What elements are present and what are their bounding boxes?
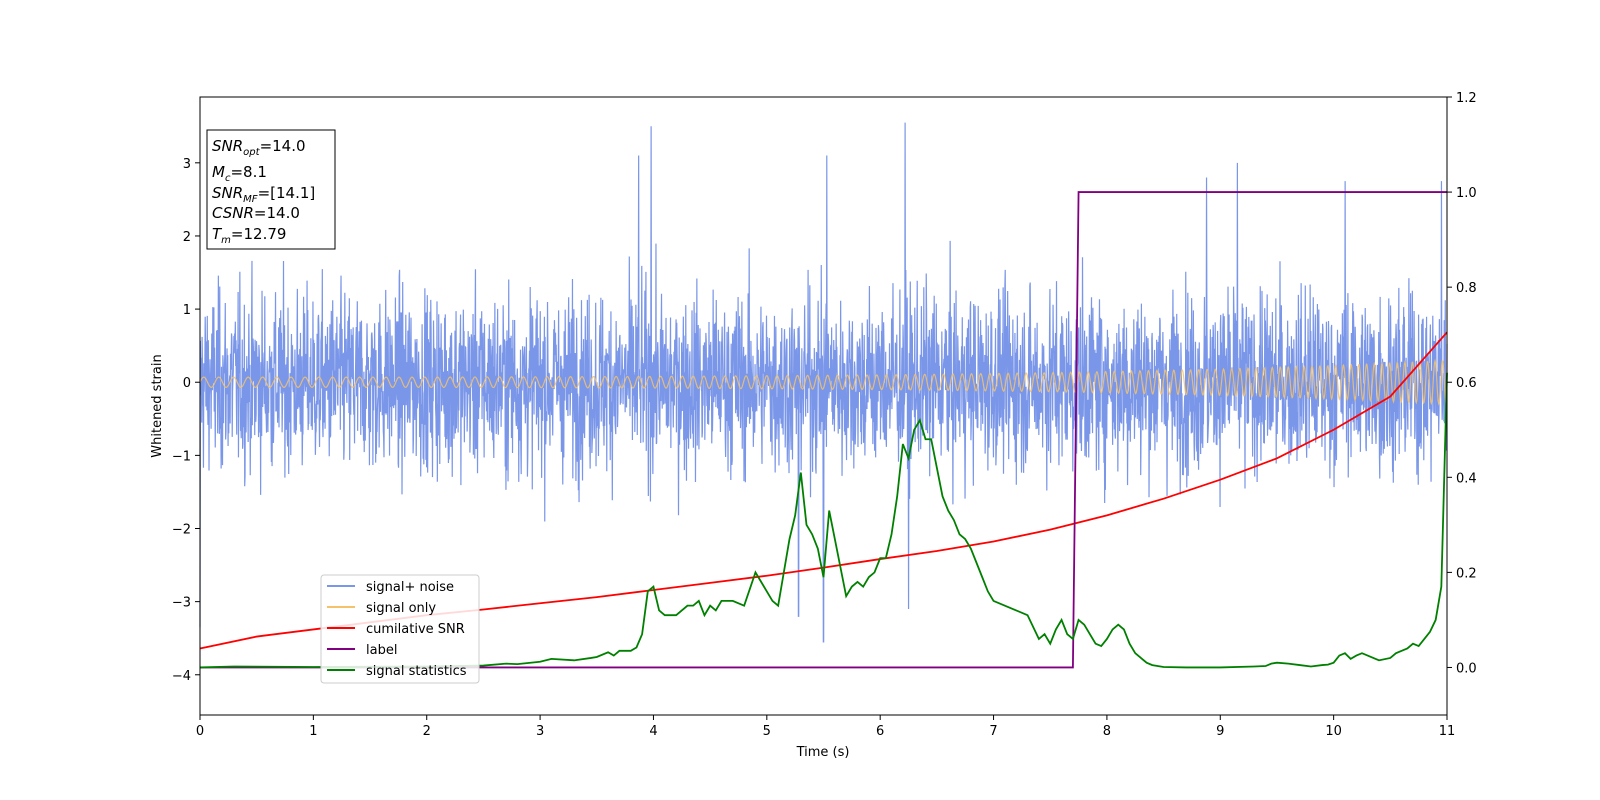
- series-signal-noise: [199, 122, 1448, 643]
- y2-tick-label: 1.0: [1456, 186, 1477, 201]
- legend-label-signal-only: signal only: [366, 601, 436, 616]
- y-tick-label: −3: [172, 596, 191, 611]
- y2-tick-label: 0.0: [1456, 661, 1477, 676]
- snr-opt-sub: opt: [243, 147, 260, 158]
- legend-frame: [320, 574, 480, 684]
- annotation-tm: Tm=12.79: [212, 225, 286, 246]
- x-tick-label: 0: [196, 724, 204, 739]
- csnr-value: =14.0: [254, 204, 300, 222]
- mc-base: M: [212, 163, 225, 181]
- snr-mf-sub: MF: [243, 194, 258, 205]
- annotation-frame: [206, 129, 336, 250]
- axes: [199, 96, 1448, 716]
- series-signal-only: [199, 358, 1448, 406]
- y2-tick-label: 0.6: [1456, 376, 1477, 391]
- series-signal-statistics: [199, 372, 1448, 669]
- x-tick-label: 9: [1216, 724, 1224, 739]
- snr-opt-base: SNR: [212, 137, 243, 155]
- y-tick-label: 2: [183, 230, 191, 245]
- x-tick-label: 3: [536, 724, 544, 739]
- x-tick-label: 8: [1103, 724, 1111, 739]
- csnr-base: CSNR: [212, 204, 254, 222]
- annotation-box: SNRopt=14.0 Mc=8.1 SNRMF=[14.1] CSNR=14.…: [206, 129, 336, 250]
- tm-value: =12.79: [231, 225, 287, 243]
- y2-tick-label: 0.4: [1456, 471, 1477, 486]
- x-axis-label: Time (s): [796, 745, 850, 760]
- snr-mf-value: =[14.1]: [258, 184, 316, 202]
- y-axis-label: Whitened strain: [150, 354, 165, 457]
- annotation-csnr: CSNR=14.0: [212, 204, 300, 222]
- annotation-mc: Mc=8.1: [212, 163, 267, 184]
- x-axis-ticks: 0 1 2 3 4 5 6 7 8 9 10 11: [196, 715, 1455, 739]
- x-tick-label: 7: [989, 724, 997, 739]
- tm-base: T: [212, 225, 223, 243]
- x-tick-label: 11: [1439, 724, 1456, 739]
- y-tick-label: −2: [172, 523, 191, 538]
- snr-mf-base: SNR: [212, 184, 243, 202]
- annotation-snr-opt: SNRopt=14.0: [212, 137, 306, 158]
- y2-axis-ticks: 0.0 0.2 0.4 0.6 0.8 1.0 1.2: [1447, 91, 1477, 676]
- x-tick-label: 1: [309, 724, 317, 739]
- y2-tick-label: 1.2: [1456, 91, 1477, 106]
- x-tick-label: 10: [1325, 724, 1342, 739]
- legend-label-signal-statistics: signal statistics: [366, 664, 467, 679]
- y-tick-label: 3: [183, 157, 191, 172]
- legend-label-label: label: [366, 643, 397, 658]
- y-tick-label: −4: [172, 669, 191, 684]
- axes-frame: [199, 96, 1448, 716]
- mc-sub: c: [225, 173, 231, 184]
- x-tick-label: 4: [649, 724, 657, 739]
- tm-sub: m: [221, 235, 231, 246]
- series-label: [200, 191, 1447, 669]
- annotation-snr-mf: SNRMF=[14.1]: [212, 184, 315, 205]
- legend-label-signal-noise: signal+ noise: [366, 580, 454, 595]
- x-tick-label: 2: [423, 724, 431, 739]
- mc-value: =8.1: [230, 163, 266, 181]
- x-tick-label: 6: [876, 724, 884, 739]
- y-axis-ticks: −4 −3 −2 −1 0 1 2 3: [172, 157, 200, 684]
- y2-tick-label: 0.8: [1456, 281, 1477, 296]
- y-tick-label: 1: [183, 303, 191, 318]
- y2-tick-label: 0.2: [1456, 566, 1477, 581]
- x-tick-label: 5: [763, 724, 771, 739]
- snr-opt-value: =14.0: [260, 137, 306, 155]
- y-tick-label: −1: [172, 449, 191, 464]
- legend-label-cumulative-snr: cumilative SNR: [366, 622, 465, 637]
- y-tick-label: 0: [183, 376, 191, 391]
- legend: signal+ noise signal only cumilative SNR…: [320, 574, 480, 684]
